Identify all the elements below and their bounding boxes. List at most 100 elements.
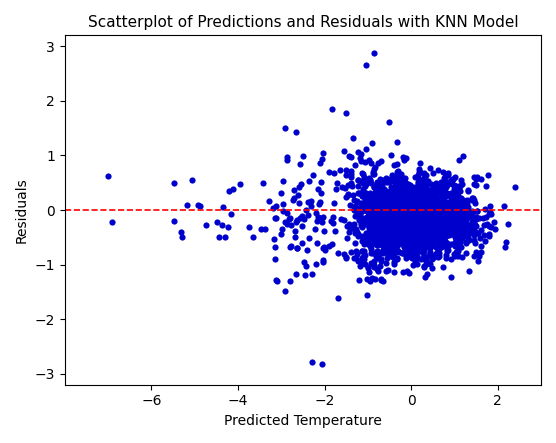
Point	[353, 209, 362, 216]
Point	[380, 203, 389, 210]
Point	[430, 217, 439, 224]
Point	[419, 211, 428, 218]
Point	[417, 223, 426, 230]
Point	[406, 223, 415, 230]
Point	[455, 236, 464, 243]
Point	[218, 222, 227, 229]
Point	[374, 213, 383, 220]
Point	[386, 238, 395, 245]
Point	[393, 214, 401, 221]
Point	[427, 234, 436, 241]
Point	[439, 175, 448, 182]
Point	[416, 202, 425, 209]
Point	[415, 193, 424, 200]
Point	[439, 184, 448, 191]
Point	[270, 236, 279, 243]
Point	[416, 224, 425, 231]
Point	[408, 201, 416, 208]
Point	[375, 212, 384, 219]
Point	[381, 259, 390, 266]
Point	[411, 222, 420, 229]
Point	[440, 174, 449, 181]
Point	[394, 207, 403, 214]
Point	[108, 218, 117, 225]
Point	[397, 200, 406, 207]
Point	[416, 224, 425, 231]
Point	[415, 202, 424, 210]
Point	[401, 202, 410, 209]
Point	[415, 214, 424, 221]
Point	[358, 238, 367, 245]
Point	[453, 241, 462, 248]
Point	[422, 229, 431, 236]
Point	[318, 361, 327, 368]
Point	[410, 215, 419, 222]
Point	[439, 184, 448, 191]
Point	[409, 215, 418, 222]
Point	[325, 168, 334, 175]
Point	[376, 212, 385, 219]
Point	[411, 205, 420, 212]
Point	[443, 219, 452, 226]
Point	[367, 260, 376, 267]
Point	[329, 169, 338, 176]
Point	[388, 223, 396, 230]
Point	[428, 200, 437, 207]
Point	[408, 244, 416, 251]
Point	[386, 240, 395, 247]
Point	[455, 215, 464, 222]
Point	[431, 197, 440, 204]
Point	[391, 231, 400, 238]
Point	[405, 221, 414, 228]
Point	[356, 150, 365, 157]
Point	[428, 194, 437, 201]
Point	[484, 230, 493, 237]
Point	[377, 258, 386, 265]
Point	[388, 204, 397, 211]
Point	[414, 175, 423, 182]
Point	[442, 193, 451, 200]
Point	[410, 213, 419, 220]
Point	[388, 230, 397, 237]
Point	[400, 182, 409, 189]
Point	[285, 278, 294, 285]
Point	[434, 207, 443, 214]
Point	[389, 217, 398, 224]
Point	[412, 233, 421, 240]
Point	[414, 200, 423, 207]
Point	[409, 211, 418, 218]
Point	[416, 207, 425, 214]
Point	[438, 213, 447, 220]
Point	[441, 204, 450, 211]
Point	[409, 188, 418, 195]
Point	[187, 177, 196, 184]
Point	[410, 218, 419, 225]
Point	[430, 230, 439, 237]
Point	[430, 189, 439, 196]
Point	[362, 145, 371, 152]
Point	[389, 206, 398, 213]
Point	[381, 220, 390, 227]
Point	[413, 181, 422, 188]
Point	[424, 240, 433, 247]
Point	[390, 204, 399, 211]
Point	[458, 223, 467, 230]
Point	[400, 212, 409, 219]
Point	[428, 204, 436, 211]
Point	[436, 237, 445, 244]
Point	[370, 166, 379, 173]
Point	[422, 259, 431, 266]
Point	[396, 187, 405, 194]
Point	[389, 198, 398, 206]
Point	[426, 191, 435, 198]
Point	[401, 214, 410, 222]
Point	[401, 242, 410, 249]
Point	[406, 215, 415, 222]
Point	[358, 248, 367, 255]
Point	[404, 216, 413, 223]
Point	[431, 190, 440, 197]
Point	[381, 188, 390, 195]
Point	[434, 207, 443, 214]
Point	[398, 215, 406, 222]
Point	[366, 193, 375, 200]
